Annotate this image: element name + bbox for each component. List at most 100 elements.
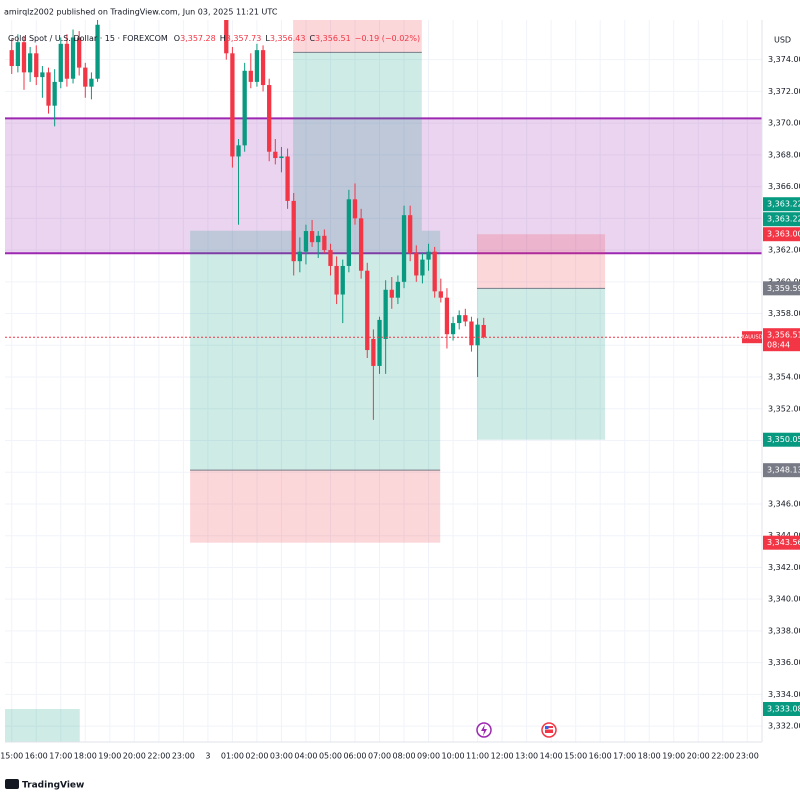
x-tick-label: 11:00 <box>466 752 489 761</box>
candle-body <box>89 78 94 87</box>
x-tick-label: 15:00 <box>0 752 23 761</box>
price-tag-label: 3,348.13 <box>767 466 800 475</box>
candle-body <box>52 81 57 106</box>
x-tick-label: 13:00 <box>515 752 538 761</box>
candle-body <box>334 265 339 295</box>
y-tick-label: 3,372.00 <box>768 87 800 96</box>
candle-body <box>322 235 327 251</box>
target-zone <box>293 52 422 231</box>
x-tick-label: 18:00 <box>74 752 97 761</box>
price-tag <box>763 212 800 227</box>
x-tick-label: 06:00 <box>343 752 366 761</box>
ohlc-key: H <box>220 34 226 43</box>
candle-body <box>303 231 309 252</box>
x-tick-label: 17:00 <box>49 752 72 761</box>
x-tick-label: 23:00 <box>736 752 759 761</box>
x-tick-label: 20:00 <box>687 752 710 761</box>
legend: Gold Spot / U.S. Dollar · 15 · FOREXCOM O… <box>8 34 420 43</box>
candle-body <box>64 43 70 79</box>
candle-body <box>475 324 480 346</box>
x-tick-label: 07:00 <box>368 752 391 761</box>
event-icon[interactable] <box>476 722 492 738</box>
candle-body <box>346 199 352 266</box>
change: −0.19 (−0.02%) <box>355 34 420 43</box>
price-tag <box>763 432 800 447</box>
ohlc-value: 3,356.51 <box>315 34 351 43</box>
x-tick-label: 14:00 <box>540 752 563 761</box>
last-price-tag <box>763 328 800 352</box>
candle-body <box>316 235 321 243</box>
brand-name[interactable]: TradingView <box>22 781 84 791</box>
price-tag <box>763 463 800 478</box>
candle-body <box>273 151 278 159</box>
candle-body <box>358 218 364 271</box>
price-tag-label: 3,350.05 <box>767 435 800 444</box>
candle-body <box>408 215 413 254</box>
candle-body <box>9 50 14 67</box>
candle-body <box>401 215 407 282</box>
y-tick-label: 3,342.00 <box>768 563 800 572</box>
stop-zone <box>293 20 422 53</box>
candle-body <box>444 297 450 335</box>
y-tick-label: 3,336.00 <box>768 658 800 667</box>
price-tag-label: 3,343.56 <box>767 538 800 547</box>
candle-body <box>340 265 345 295</box>
brand[interactable]: TradingView <box>5 779 84 791</box>
price-tag-label: 3,363.00 <box>767 230 800 239</box>
x-tick-label: 17:00 <box>613 752 636 761</box>
x-tick-label: 22:00 <box>147 752 170 761</box>
candle-body <box>267 85 272 152</box>
candle-body <box>426 251 431 260</box>
candle-body <box>438 291 443 298</box>
candle-body <box>457 315 462 324</box>
axes: 3,332.00 3,334.00 3,336.00 3,338.00 3,340.00… <box>0 55 800 761</box>
candle-body <box>21 42 27 73</box>
x-tick-label: 23:00 <box>172 752 195 761</box>
x-tick-label: 04:00 <box>294 752 317 761</box>
countdown: 08:44 <box>767 341 790 350</box>
candle-body <box>260 50 266 86</box>
target-zone <box>5 708 80 742</box>
candle-body <box>450 323 456 335</box>
target-zone <box>190 230 441 471</box>
y-tick-label: 3,346.00 <box>768 499 800 508</box>
candle-body <box>77 37 82 68</box>
x-tick-label: 20:00 <box>123 752 146 761</box>
currency-label: USD <box>774 36 791 45</box>
candle-body <box>46 72 51 106</box>
y-tick-label: 3,370.00 <box>768 119 800 128</box>
candle-body <box>420 259 425 276</box>
x-tick-label: 02:00 <box>245 752 268 761</box>
price-tag <box>763 535 800 550</box>
plot-area <box>5 20 762 742</box>
ohlc-value: 3,356.43 <box>270 34 306 43</box>
candle-body <box>95 24 100 79</box>
candle-body <box>83 67 88 87</box>
y-tick-label: 3,368.00 <box>768 150 800 159</box>
candle-body <box>432 251 437 292</box>
price-tag-label: 3,333.08 <box>767 704 800 713</box>
x-tick-label: 01:00 <box>221 752 244 761</box>
price-tag-label: 3,363.22 <box>767 215 800 224</box>
symbol-name: Gold Spot / U.S. Dollar · 15 · FOREXCOM <box>8 34 168 43</box>
x-tick-label: 03:00 <box>270 752 293 761</box>
symbol-tag <box>742 331 762 344</box>
candle-body <box>309 231 315 243</box>
economic-event-icon[interactable] <box>541 722 557 738</box>
symbol-tag-label: XAUUSD <box>741 335 762 341</box>
x-tick-label: 19:00 <box>662 752 685 761</box>
ohlc-key: O <box>174 34 180 43</box>
x-tick-label: 10:00 <box>442 752 465 761</box>
ohlc-value: 3,357.28 <box>180 34 216 43</box>
candle-body <box>224 20 229 54</box>
candle-body <box>40 72 45 78</box>
candle-body <box>297 251 302 262</box>
candle-body <box>242 70 247 146</box>
candle-body <box>328 250 333 266</box>
price-tag-label: 3,359.59 <box>767 284 800 293</box>
zone <box>5 118 762 254</box>
y-tick-label: 3,334.00 <box>768 690 800 699</box>
x-tick-label: 12:00 <box>491 752 514 761</box>
